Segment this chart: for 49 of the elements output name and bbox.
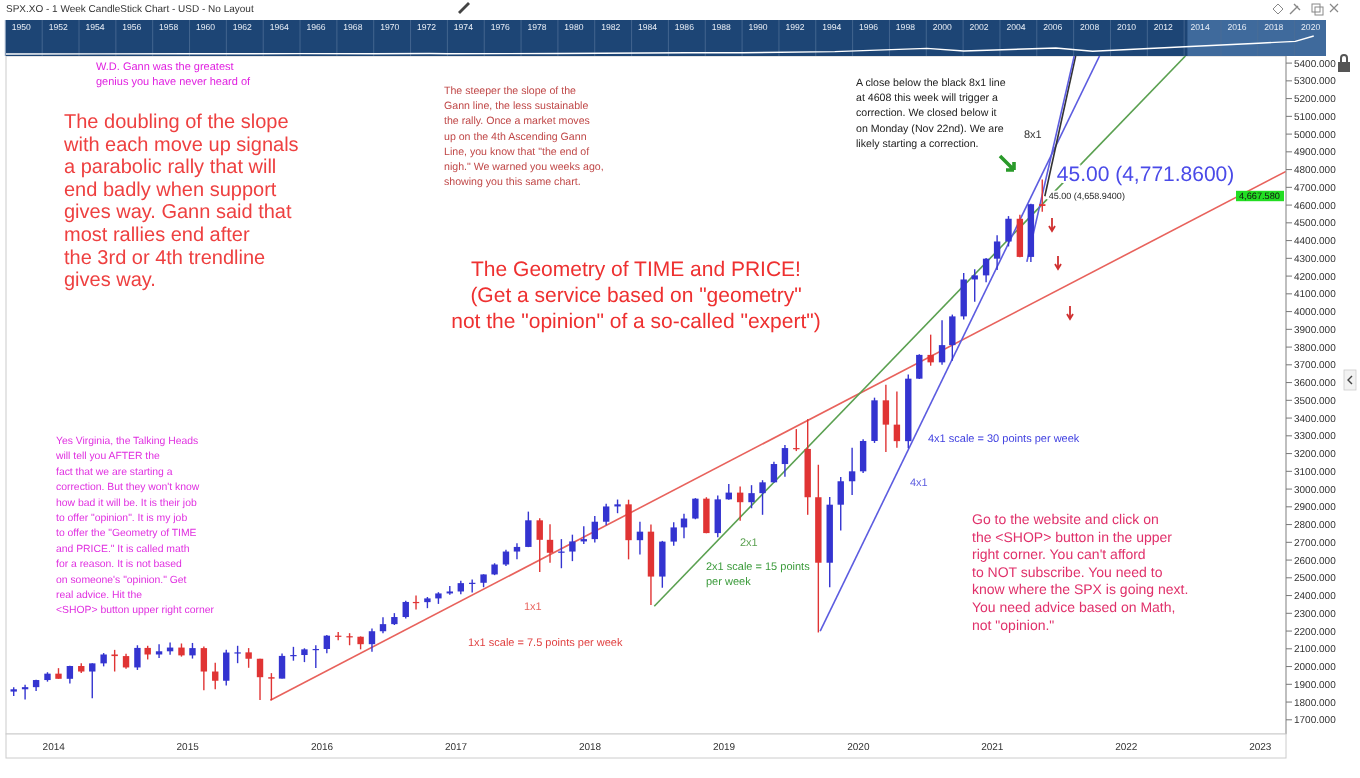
candlestick <box>134 644 141 671</box>
candlestick <box>546 523 554 564</box>
candlestick <box>602 503 610 526</box>
candlestick <box>982 257 990 283</box>
annotation: The doubling of the slope with each move up signals a parabolic rally that will end badly when support gives way. Gann said that most rallies end after the 3rd or 4th trendline gives way. <box>62 112 299 293</box>
candlestick <box>770 461 778 484</box>
candlestick <box>759 479 766 516</box>
candlestick <box>938 319 946 366</box>
candlestick <box>927 333 934 367</box>
candlestick <box>916 353 923 380</box>
candlestick <box>536 517 543 573</box>
candlestick <box>993 234 1001 271</box>
candlestick <box>268 672 275 701</box>
candlestick <box>949 313 956 362</box>
candlestick <box>1039 178 1046 213</box>
candlestick <box>837 476 844 532</box>
candlestick <box>89 662 96 700</box>
candlestick <box>368 627 376 653</box>
candlestick <box>670 521 677 547</box>
annotation: The Geometry of TIME and PRICE! (Get a service based on "geometry" not the "opinion" of a so-called "expert") <box>451 258 821 334</box>
candlestick <box>525 510 532 548</box>
candlestick <box>971 268 978 303</box>
candlestick <box>155 643 163 659</box>
candlestick <box>703 496 710 534</box>
candlestick <box>111 649 118 673</box>
candlestick <box>200 645 208 691</box>
candlestick <box>212 662 219 690</box>
candlestick <box>278 652 286 680</box>
candlestick <box>591 515 598 544</box>
candlestick <box>882 384 890 453</box>
candlestick <box>714 494 721 539</box>
candlestick <box>859 438 867 474</box>
candlestick <box>748 484 755 509</box>
candlestick <box>223 649 230 687</box>
candlestick <box>848 447 856 496</box>
candlestick <box>960 272 967 321</box>
candlestick <box>1016 213 1024 258</box>
candlestick <box>513 542 521 560</box>
candlestick <box>781 444 789 478</box>
candlestick <box>256 658 264 701</box>
candlestick <box>323 634 331 654</box>
candlestick <box>245 647 252 669</box>
candlestick <box>625 499 632 561</box>
candlestick <box>647 523 655 606</box>
candlestick <box>893 390 901 449</box>
candlestick <box>1005 215 1012 248</box>
candlestick <box>569 533 576 562</box>
candlestick <box>659 540 666 589</box>
candlestick <box>871 396 878 444</box>
